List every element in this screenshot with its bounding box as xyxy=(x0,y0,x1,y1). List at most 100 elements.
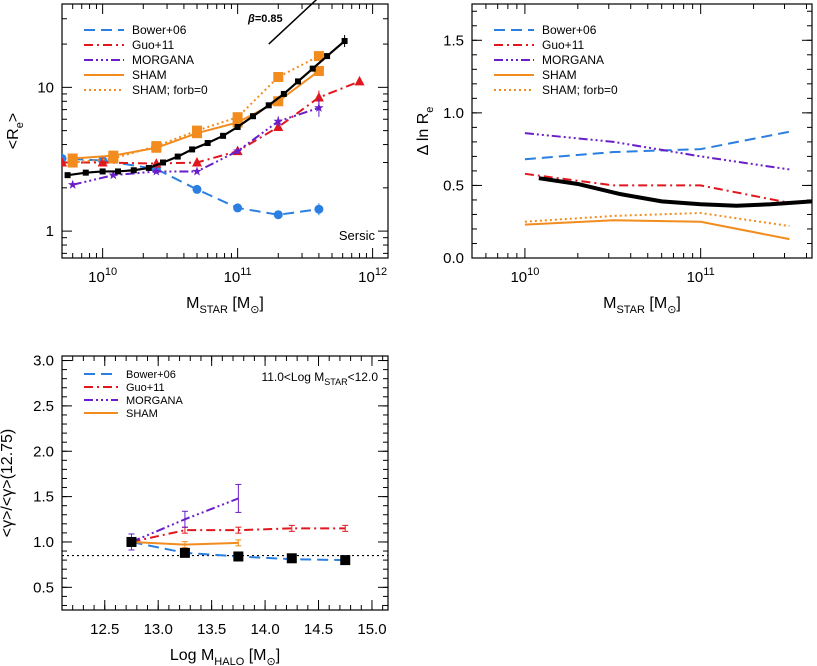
point-sham xyxy=(273,96,284,107)
x-tick-label: 14.5 xyxy=(304,621,333,638)
series-morgana xyxy=(67,102,324,189)
point-data xyxy=(340,555,351,566)
legend-label: Bower+06 xyxy=(126,369,176,381)
x-tick-label: 15.0 xyxy=(357,621,386,638)
legend-label: SHAM; forb=0 xyxy=(132,83,208,97)
x-tick-label: 1010 xyxy=(510,266,539,286)
slope-label: β=0.85 xyxy=(247,13,283,25)
x-label-close: ] xyxy=(676,295,680,312)
point-data xyxy=(145,164,152,171)
slope-beta: β xyxy=(247,13,255,25)
point-sham xyxy=(313,65,324,76)
x-label-close: ] xyxy=(276,647,280,664)
y-axis-label: <γ>/<γ>(12.75) xyxy=(0,429,16,538)
series-line-bower xyxy=(62,157,320,216)
point-morgana xyxy=(232,146,243,156)
annotation-pre: 11.0<Log M xyxy=(261,370,324,384)
point-morgana xyxy=(108,170,119,180)
point-data xyxy=(99,168,106,175)
point-data xyxy=(126,536,137,547)
legend-label: Guo+11 xyxy=(126,382,165,394)
point-data xyxy=(309,65,316,72)
point-guo xyxy=(97,157,108,167)
x-label-unit-sub: ⊙ xyxy=(667,304,676,316)
annotation-post: <12.0 xyxy=(348,370,379,384)
x-tick-label: 14.0 xyxy=(250,621,279,638)
y-label-main: <R xyxy=(5,128,22,149)
x-tick-label: 13.5 xyxy=(197,621,226,638)
y-tick-label: 1.5 xyxy=(33,489,54,506)
legend-label: MORGANA xyxy=(132,53,194,67)
point-data xyxy=(286,553,297,564)
point-bower xyxy=(233,203,243,213)
y-axis-label: Δ ln Re xyxy=(415,107,436,156)
point-morgana xyxy=(192,166,202,176)
x-axis-label: MSTAR [M⊙] xyxy=(186,295,264,316)
point-data xyxy=(189,146,196,153)
y-tick-label: 3.0 xyxy=(33,353,54,370)
x-tick-base: 10 xyxy=(510,269,527,286)
x-label-unit-sub: ⊙ xyxy=(250,304,259,316)
y-label-main: Δ ln R xyxy=(415,113,432,156)
x-tick-exp: 10 xyxy=(527,266,539,278)
point-bower xyxy=(192,184,202,194)
point-morgana xyxy=(67,179,78,189)
point-data xyxy=(324,53,331,60)
point-data xyxy=(204,140,211,147)
y-tick-label: 1 xyxy=(46,223,54,240)
x-tick-base: 10 xyxy=(224,269,241,286)
series-data xyxy=(538,176,812,208)
point-data xyxy=(250,113,257,120)
x-label-main: M xyxy=(603,295,616,312)
point-sham_forb xyxy=(151,141,162,152)
x-label-sub: STAR xyxy=(616,304,645,316)
series-morgana xyxy=(524,132,790,171)
x-tick-label: 1011 xyxy=(687,266,715,286)
point-guo xyxy=(62,157,67,167)
panel-c-halo: 12.5 13.0 13.5 14.0 14.5 15.0 0.5 1.0 1.5 2.0 2.5 3… xyxy=(0,353,389,666)
point-data xyxy=(294,78,301,85)
x-tick-label: 1012 xyxy=(358,266,387,286)
point-sham_forb xyxy=(273,72,284,83)
point-guo xyxy=(191,157,202,167)
series-line-guo xyxy=(62,80,360,165)
y-label-main: <γ>/<γ>(12.75) xyxy=(0,429,16,538)
series-line-sham_forb xyxy=(524,212,790,228)
x-tick-exp: 11 xyxy=(703,266,714,278)
y-label-sub: e xyxy=(14,122,26,128)
y-tick-label: 10 xyxy=(37,79,54,96)
point-morgana xyxy=(151,166,162,176)
x-tick-exp: 10 xyxy=(105,266,117,278)
point-sham_forb xyxy=(191,125,202,136)
x-label-main: Log M xyxy=(170,647,214,664)
y-tick-label: 0.5 xyxy=(33,579,54,596)
x-tick-exp: 11 xyxy=(240,266,251,278)
point-data xyxy=(64,172,71,179)
panel-annotation: Sersic xyxy=(339,228,376,243)
legend-label: Bower+06 xyxy=(132,23,187,37)
y-label-sub: e xyxy=(424,107,436,113)
point-data xyxy=(265,102,272,109)
point-sham_forb xyxy=(67,157,78,168)
x-label-close: ] xyxy=(259,295,263,312)
series-line-guo xyxy=(524,172,790,204)
point-sham_forb xyxy=(313,51,324,62)
series-guo xyxy=(524,172,790,204)
x-label-unit: [M xyxy=(232,295,250,312)
x-tick-label: 13.0 xyxy=(144,621,173,638)
y-tick-label: 1.5 xyxy=(443,32,464,49)
plot-frame xyxy=(61,355,389,611)
point-data xyxy=(174,153,181,160)
series-data xyxy=(126,536,351,566)
legend-label: SHAM; forb=0 xyxy=(542,83,618,97)
series-line-morgana xyxy=(524,132,790,171)
y-tick-label: 2.0 xyxy=(33,443,54,460)
y-tick-label: 1.0 xyxy=(443,105,464,122)
point-data xyxy=(220,132,227,139)
legend-label: SHAM xyxy=(542,68,577,82)
legend-label: SHAM xyxy=(126,408,158,420)
slope-value: =0.85 xyxy=(255,13,283,25)
point-data xyxy=(179,547,190,558)
x-label-main: M xyxy=(186,295,199,312)
